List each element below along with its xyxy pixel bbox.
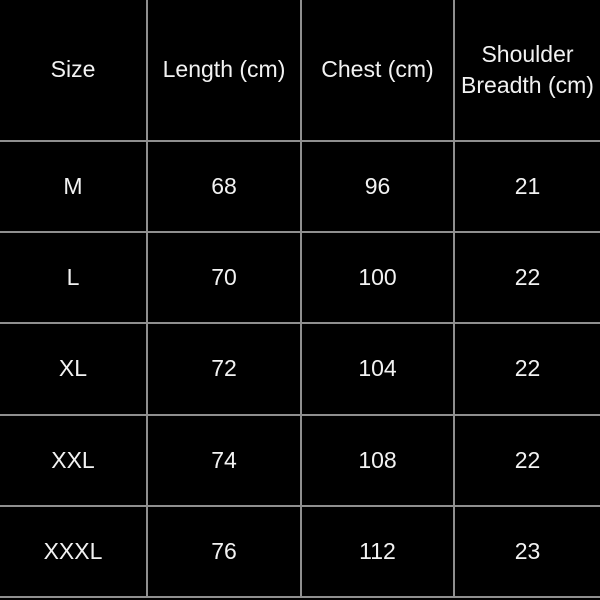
header-cell-size: Size [0, 0, 148, 142]
table-row: M 68 96 21 [0, 139, 600, 234]
cell-length: 68 [146, 139, 302, 234]
cell-length: 72 [146, 322, 302, 416]
cell-size: M [0, 139, 148, 234]
header-cell-shoulder: Shoulder Breadth (cm) [453, 0, 600, 142]
table-row: XXXL 76 112 23 [0, 504, 600, 599]
cell-size: XL [0, 322, 148, 416]
cell-length: 70 [146, 231, 302, 325]
cell-size: L [0, 231, 148, 325]
cell-shoulder: 22 [453, 322, 600, 416]
cell-size: XXXL [0, 504, 148, 599]
header-cell-length: Length (cm) [146, 0, 302, 142]
header-cell-chest: Chest (cm) [300, 0, 455, 142]
cell-chest: 104 [300, 322, 455, 416]
cell-shoulder: 22 [453, 231, 600, 325]
cell-shoulder: 21 [453, 139, 600, 234]
cell-size: XXL [0, 413, 148, 507]
header-row: Size Length (cm) Chest (cm) Shoulder Bre… [0, 0, 600, 142]
cell-chest: 108 [300, 413, 455, 507]
table-row: L 70 100 22 [0, 231, 600, 325]
table-row: XL 72 104 22 [0, 322, 600, 416]
table-row: XXL 74 108 22 [0, 413, 600, 507]
cell-chest: 112 [300, 504, 455, 599]
cell-chest: 96 [300, 139, 455, 234]
cell-shoulder: 22 [453, 413, 600, 507]
cell-chest: 100 [300, 231, 455, 325]
cell-length: 74 [146, 413, 302, 507]
cell-length: 76 [146, 504, 302, 599]
cell-shoulder: 23 [453, 504, 600, 599]
